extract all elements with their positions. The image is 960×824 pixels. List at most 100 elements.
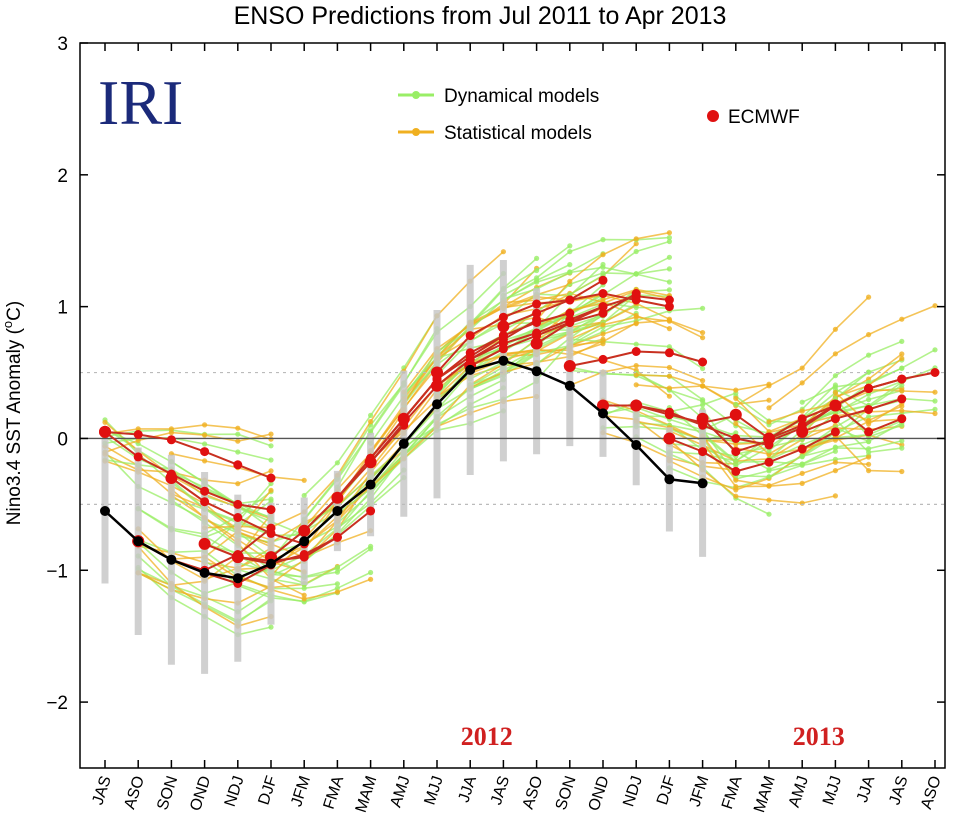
model-point [866, 421, 872, 427]
legend-statistical-label: Statistical models [444, 123, 592, 144]
model-line [403, 245, 571, 406]
model-point [666, 393, 673, 399]
model-line [669, 429, 836, 491]
y-tick-label: −2 [46, 693, 68, 714]
model-point [334, 460, 340, 466]
x-tick-label: JFM [687, 774, 713, 809]
x-tick-label: SON [553, 774, 580, 812]
observed-point [299, 536, 310, 547]
model-point [301, 477, 307, 483]
model-line [469, 322, 637, 389]
x-tick-label: DJF [256, 774, 281, 807]
model-point [866, 369, 872, 375]
model-point [799, 408, 805, 414]
model-point [600, 339, 606, 345]
model-point [733, 493, 739, 499]
ecmwf-point [565, 295, 575, 305]
reference-lines [80, 371, 945, 505]
ecmwf-point [663, 432, 676, 445]
ecmwf-point [664, 302, 674, 312]
ecmwf-point [731, 466, 741, 476]
model-point [268, 498, 274, 504]
ecmwf-point [797, 414, 807, 424]
ecmwf-line [801, 397, 903, 433]
model-point [700, 398, 706, 404]
ecmwf-point [630, 399, 643, 412]
ecmwf-point [764, 457, 774, 467]
model-line [436, 252, 604, 353]
ecmwf-point [565, 308, 575, 318]
model-point [534, 267, 540, 274]
ecmwf-point [796, 425, 809, 438]
x-tick-label: ASO [520, 774, 547, 811]
ecmwf-point [598, 354, 608, 364]
model-point [666, 364, 673, 371]
ecmwf-point [864, 427, 874, 437]
model-point [766, 419, 772, 425]
ecmwf-point [563, 360, 576, 372]
legend-ecmwf-marker [707, 110, 719, 122]
model-point [334, 569, 340, 575]
model-point [733, 387, 739, 393]
model-point [202, 422, 208, 428]
x-tick-label: ASO [121, 774, 148, 811]
model-line [436, 294, 604, 354]
model-point [368, 569, 374, 576]
x-tick-label: JJA [854, 774, 879, 805]
model-point [268, 624, 274, 630]
ecmwf-point [532, 299, 542, 309]
model-point [135, 437, 141, 444]
observed-point [598, 408, 608, 419]
model-point [600, 264, 606, 270]
model-point [567, 278, 573, 284]
model-line [701, 435, 869, 487]
ecmwf-point [797, 444, 807, 454]
model-line [104, 445, 272, 541]
x-tick-label: JAS [90, 774, 115, 807]
model-point [733, 441, 739, 447]
model-point [268, 468, 274, 474]
model-point [567, 269, 573, 276]
x-tick-label: SON [154, 774, 181, 812]
ecmwf-point [200, 497, 210, 507]
model-point [766, 497, 772, 503]
model-point [766, 474, 772, 480]
x-tick-label: JAS [488, 774, 513, 807]
ecmwf-point [532, 331, 542, 341]
model-point [666, 373, 673, 379]
model-point [666, 254, 673, 260]
ecmwf-point [664, 407, 674, 417]
model-point [202, 458, 208, 464]
model-point [666, 266, 673, 272]
model-point [799, 453, 805, 459]
ecmwf-point [465, 331, 475, 341]
model-point [334, 581, 340, 587]
model-point [899, 355, 905, 361]
x-tick-label: MAM [353, 774, 381, 815]
model-point [666, 385, 673, 391]
model-point [899, 365, 905, 371]
ecmwf-point [731, 434, 741, 443]
observed-point [133, 536, 144, 547]
ecmwf-point [598, 289, 608, 298]
model-line [503, 266, 670, 300]
model-point [500, 249, 506, 255]
observed-point [398, 438, 409, 449]
ecmwf-point [165, 472, 178, 484]
model-point [567, 249, 573, 255]
legend-dynamical-label: Dynamical models [444, 86, 599, 107]
model-point [633, 236, 639, 242]
model-point [666, 326, 673, 332]
ecmwf-point [830, 427, 840, 437]
model-line [104, 436, 272, 461]
ecmwf-point [233, 460, 243, 470]
ecmwf-line [104, 430, 272, 479]
model-line [768, 408, 936, 461]
model-point [700, 365, 706, 372]
model-point [766, 383, 772, 389]
ecmwf-line [503, 292, 670, 328]
model-point [633, 341, 639, 347]
ecmwf-point [830, 414, 840, 424]
ecmwf-point [530, 337, 543, 350]
observed-point [232, 573, 243, 584]
